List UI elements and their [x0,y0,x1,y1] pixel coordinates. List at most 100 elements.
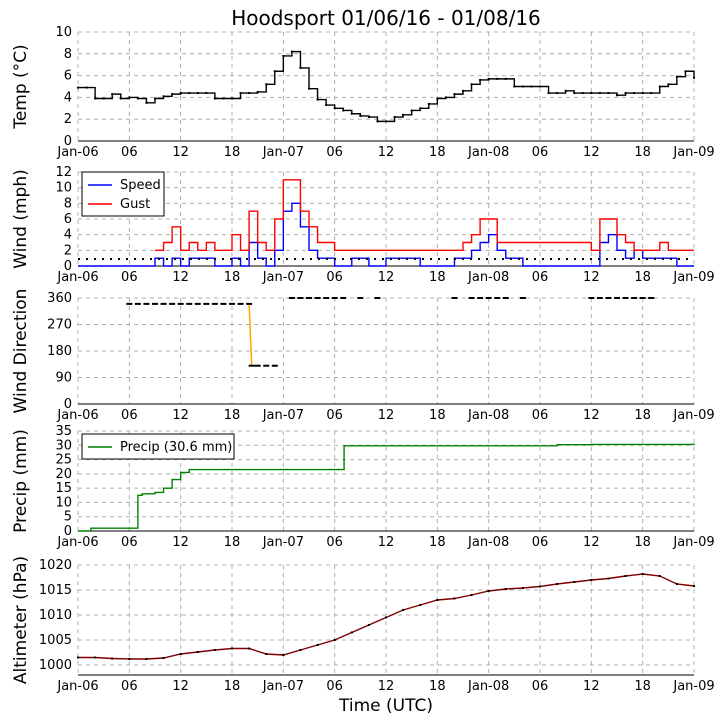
data-point [539,85,541,88]
legend-label: Precip (30.6 mm) [120,440,232,455]
data-point [641,92,644,95]
data-point [479,78,482,81]
y-axis-label: Altimeter (hPa) [11,556,31,684]
x-tick-label: Jan-06 [56,535,98,550]
x-tick-label: 18 [634,270,651,285]
x-tick-label: 06 [532,145,549,160]
x-tick-label: 06 [121,408,138,423]
data-point [693,585,695,587]
data-point [231,647,233,650]
data-point [196,92,199,95]
y-tick-label: 4 [64,90,72,105]
data-point [675,75,678,78]
data-point [290,50,293,53]
data-point [205,92,208,95]
data-point [119,97,122,100]
x-tick-label: Jan-08 [467,535,509,550]
data-point [385,616,387,619]
x-tick-label: 18 [634,679,651,694]
x-tick-label: 18 [429,270,446,285]
y-tick-label: 25 [55,453,72,468]
y-tick-label: 180 [47,344,72,359]
data-point [282,654,285,656]
y-tick-label: 0 [64,524,72,539]
y-tick-label: 10 [55,25,72,40]
x-tick-label: Jan-07 [262,270,304,285]
x-tick-label: 18 [634,145,651,160]
x-tick-label: Jan-08 [467,145,509,160]
data-point [239,92,242,95]
data-point [624,92,627,95]
data-point [470,83,473,86]
x-tick-label: 12 [378,679,395,694]
y-axis-label: Wind (mph) [11,169,31,269]
data-point [607,92,610,95]
data-point [590,579,593,581]
data-point [265,653,268,655]
y-tick-label: 0 [64,397,72,412]
x-tick-label: 12 [172,270,189,285]
data-point [590,92,593,95]
data-point [273,70,276,73]
x-tick-label: 12 [378,408,395,423]
y-tick-label: 30 [55,438,72,453]
y-tick-label: 1015 [39,583,72,598]
data-point [94,656,97,659]
data-point [325,104,328,107]
x-tick-label: 18 [429,145,446,160]
data-point [128,96,131,99]
y-tick-label: 6 [64,69,72,84]
x-tick-label: 06 [121,270,138,285]
x-tick-label: Jan-08 [467,408,509,423]
panel-wind_direction: 0 90 180 270 360 Jan-06 06 12 18 Jan-07 06 12 18 Jan-… [11,289,715,423]
data-point [316,644,319,646]
data-point [513,85,516,88]
legend-box [81,433,235,460]
data-point [350,112,353,115]
y-tick-label: 1010 [39,608,72,623]
panel-temperature: 0 2 4 6 8 10 Jan-06 06 12 18 Jan-07 06 12 18 Jan-08 06 1… [11,25,715,160]
x-tick-label: 18 [634,535,651,550]
data-point [453,597,456,600]
x-tick-label: Jan-09 [672,145,714,160]
data-point [231,97,233,100]
series-line-temp [78,50,695,123]
x-tick-label: Jan-09 [672,408,714,423]
x-tick-label: 06 [326,535,343,550]
x-tick-label: Jan-09 [672,270,714,285]
data-point [222,97,225,100]
data-point [521,587,524,589]
y-tick-label: 12 [55,165,72,180]
x-tick-label: 12 [172,145,189,160]
data-point [436,97,439,100]
x-tick-label: Jan-07 [262,679,304,694]
data-point [248,92,251,95]
data-point [650,92,653,95]
x-tick-label: 18 [224,145,241,160]
y-tick-label: 1005 [39,633,72,648]
data-point [667,83,670,86]
data-point [145,101,148,104]
data-point [487,77,490,80]
data-point [111,93,114,96]
y-tick-label: 10 [55,495,72,510]
data-point [419,107,422,110]
y-tick-label: 8 [64,196,72,211]
data-point [213,649,216,651]
data-point [573,581,576,583]
data-point [427,102,430,105]
series-line-gust [155,179,694,252]
y-tick-label: 15 [55,481,72,496]
y-axis-label: Temp (°C) [11,44,31,129]
data-point [188,92,191,95]
x-tick-label: Jan-06 [56,679,98,694]
data-point [171,93,174,96]
data-point [256,90,259,93]
data-point [504,77,507,80]
data-point [85,86,88,89]
data-point [162,657,165,659]
x-tick-label: 06 [326,270,343,285]
data-point [77,86,79,89]
x-tick-label: 06 [326,679,343,694]
